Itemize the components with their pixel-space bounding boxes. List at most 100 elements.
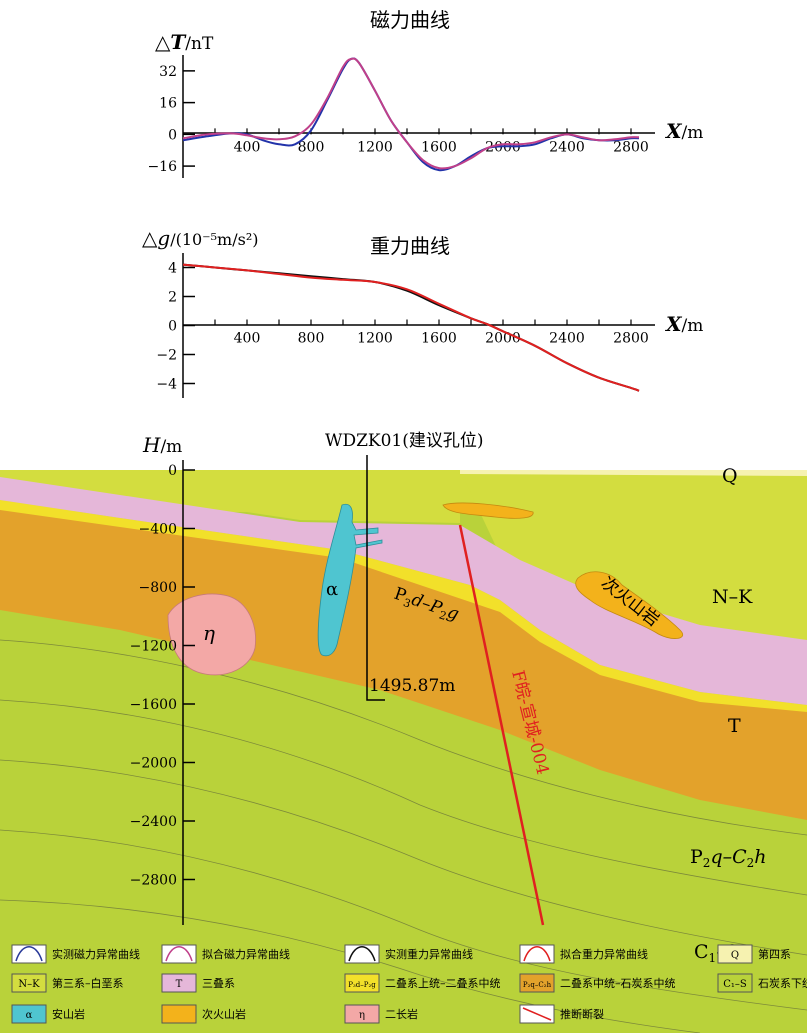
depth-y-symbol: H — [142, 433, 161, 457]
monzonite-label: η — [203, 621, 215, 645]
gravity-fitted-curve — [182, 263, 640, 392]
subvolcanic-body-top — [442, 502, 534, 519]
depth-tick-label: −1600 — [130, 697, 177, 713]
legend-code: C₁–S — [723, 979, 747, 990]
magnetic-x-tick-label: 800 — [298, 139, 325, 155]
legend-code: Q — [731, 950, 739, 961]
svg-text:△T/nT: △T/nT — [155, 30, 214, 54]
svg-text:X/m: X/m — [664, 119, 703, 143]
gravity-y-tick-label: −4 — [156, 377, 177, 393]
legend-item: Q 第四系 — [717, 944, 791, 964]
legend-label: 次火山岩 — [202, 1007, 246, 1021]
legend-label: 二长岩 — [385, 1007, 418, 1021]
gravity-y-tick-label: 4 — [168, 261, 177, 277]
gravity-x-label: X/m — [664, 312, 703, 336]
legend-code: α — [26, 1010, 33, 1021]
legend-item: P₃d–P₂g 二叠系上统–二叠系中统 — [344, 973, 501, 993]
gravity-x-tick-label: 1200 — [357, 331, 393, 347]
unit-p2q-area — [0, 508, 807, 820]
bedding-line-2 — [0, 699, 807, 896]
unit-p3d-label-sub2: 2 — [437, 608, 448, 623]
bedding-line-1 — [0, 639, 807, 836]
magnetic-y-tick-label: 16 — [159, 96, 177, 112]
legend-swatch — [717, 973, 753, 993]
magnetic-x-tick-label: 1200 — [357, 139, 393, 155]
legend-swatch — [11, 1004, 47, 1024]
svg-text:P2q–C2h: P2q–C2h — [690, 846, 767, 870]
depth-tick-label: 0 — [168, 463, 177, 479]
legend-label: 拟合重力异常曲线 — [560, 947, 648, 961]
gravity-y-symbol: △g — [142, 226, 170, 250]
legend-swatch — [161, 944, 197, 964]
unit-nk-label: N–K — [712, 586, 753, 608]
unit-p2q-label-mid: q–C — [710, 846, 747, 868]
borehole-line — [366, 455, 385, 701]
andesite-dike — [317, 503, 383, 657]
legend-item: 实测重力异常曲线 — [344, 944, 473, 964]
legend-code: η — [359, 1010, 365, 1021]
unit-t-area — [0, 477, 807, 705]
depth-tick-label: −2000 — [130, 756, 177, 772]
gravity-measured-curve — [182, 263, 640, 392]
legend-item: C₁–S 石炭系下统–志留系 — [717, 973, 807, 993]
legend-label: 石炭系下统–志留系 — [758, 977, 807, 990]
legend-swatch — [11, 973, 47, 993]
legend-label: 第四系 — [758, 947, 791, 961]
legend-swatch — [344, 973, 380, 993]
borehole-depth-label: 1495.87m — [369, 676, 455, 696]
legend-label: 三叠系 — [202, 977, 235, 990]
legend-label: 实测重力异常曲线 — [385, 947, 473, 961]
legend-curve-icon — [165, 946, 193, 962]
svg-text:X/m: X/m — [664, 312, 703, 336]
legend-label: 推断断裂 — [560, 1007, 604, 1021]
unit-p2q-label-sub1: 2 — [703, 856, 711, 870]
legend-swatch — [344, 944, 380, 964]
legend-item: 推断断裂 — [519, 1004, 604, 1024]
geological-section: 次火山岩 α η F皖-宣城-004 WDZK01(建议孔位) 1495.87m… — [0, 431, 807, 1033]
depth-tick-label: −2800 — [130, 873, 177, 889]
legend-curve-icon — [523, 946, 551, 962]
legend-code: P₃d–P₂g — [348, 981, 376, 989]
legend-label: 二叠系上统–二叠系中统 — [385, 977, 501, 990]
legend-label: 实测磁力异常曲线 — [52, 947, 140, 961]
bedding-line-4 — [0, 829, 807, 1011]
magnetic-y-unit: /nT — [185, 34, 214, 54]
gravity-chart-title: 重力曲线 — [370, 234, 450, 258]
unit-p2q-label-p: P — [690, 846, 703, 868]
unit-c1s-label-c: C — [694, 941, 709, 963]
magnetic-y-symbol: △T — [155, 30, 187, 54]
unit-p3d-label-sub1: 3 — [402, 596, 413, 611]
magnetic-chart-title: 磁力曲线 — [370, 8, 450, 32]
fault-line — [458, 524, 545, 926]
legend-code: T — [176, 979, 183, 990]
legend-item: 拟合磁力异常曲线 — [161, 944, 290, 964]
magnetic-fitted-curve — [182, 57, 640, 170]
legend-item: N–K 第三系–白垩系 — [11, 973, 124, 993]
legend-swatch — [11, 944, 47, 964]
magnetic-x-tick-label: 1600 — [421, 139, 457, 155]
legend-curve-icon — [15, 946, 43, 962]
magnetic-x-symbol: X — [664, 119, 683, 143]
gravity-x-tick-label: 400 — [234, 331, 261, 347]
gravity-y-unit: /(10⁻⁵m/s²) — [170, 230, 258, 249]
depth-y-label: H/m — [142, 433, 182, 457]
legend-item: 拟合重力异常曲线 — [519, 944, 648, 964]
svg-text:H/m: H/m — [142, 433, 182, 457]
gravity-x-tick-label: 2800 — [613, 331, 649, 347]
gravity-y-label: △g/(10⁻⁵m/s²) — [142, 226, 258, 250]
magnetic-y-label: △T/nT — [155, 30, 214, 54]
legend-label: 第三系–白垩系 — [52, 976, 124, 990]
depth-tick-label: −400 — [139, 522, 177, 538]
monzonite-body — [167, 593, 256, 676]
gravity-y-tick-label: 0 — [168, 319, 177, 335]
magnetic-x-label: X/m — [664, 119, 703, 143]
legend-code: N–K — [18, 979, 40, 990]
legend-swatch — [161, 973, 197, 993]
gravity-x-tick-label: 800 — [298, 331, 325, 347]
magnetic-y-tick-label: 32 — [159, 64, 177, 80]
unit-p2q-label: P2q–C2h — [690, 846, 767, 870]
legend-label: 二叠系中统–石炭系中统 — [560, 977, 676, 990]
unit-p2q-label-end: h — [754, 846, 766, 868]
